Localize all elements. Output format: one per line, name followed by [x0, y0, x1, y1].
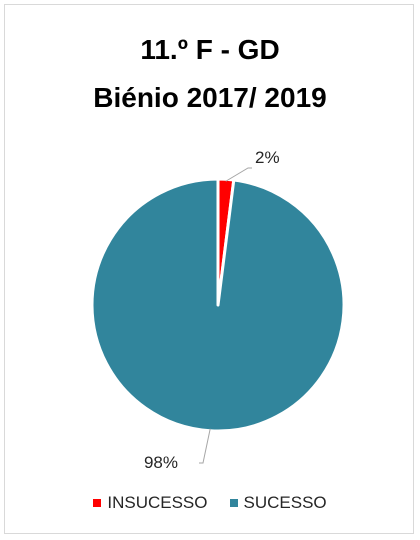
data-label-insucesso: 2%: [255, 148, 280, 167]
legend-label-sucesso: SUCESSO: [243, 493, 327, 512]
legend-swatch-sucesso: [229, 499, 238, 507]
pie-slice-sucesso: [90, 177, 346, 433]
legend-label-insucesso: INSUCESSO: [107, 493, 208, 512]
legend-item-insucesso: INSUCESSO: [93, 493, 208, 513]
chart-legend: INSUCESSO SUCESSO: [0, 493, 420, 513]
data-label-sucesso: 98%: [144, 453, 178, 472]
chart-title-line-2: Biénio 2017/ 2019: [93, 82, 327, 113]
legend-item-sucesso: SUCESSO: [229, 493, 327, 513]
leader-line-insucesso: [225, 167, 252, 182]
leader-line-sucesso: [199, 428, 211, 464]
legend-swatch-insucesso: [93, 499, 102, 507]
chart-title-line-1: 11.º F - GD: [140, 34, 280, 65]
